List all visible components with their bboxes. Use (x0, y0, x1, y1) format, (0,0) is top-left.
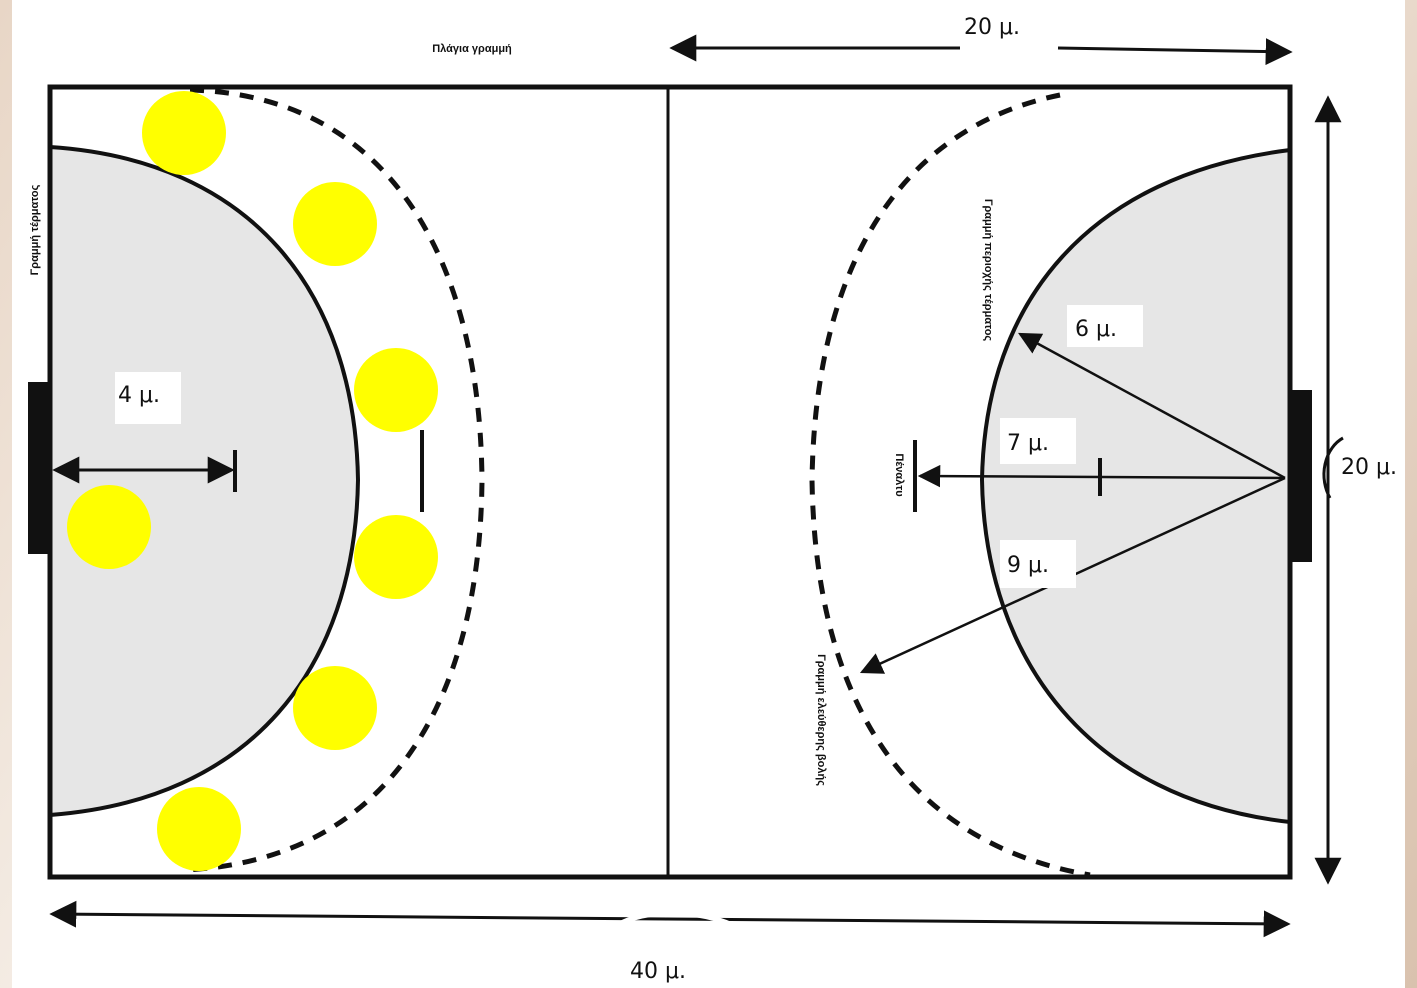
length-arrow (49, 900, 1291, 938)
free-throw-line-label: Γραμμή ελεύθερης βολής (815, 654, 827, 786)
player-6 (157, 787, 241, 871)
goalkeeper (67, 485, 151, 569)
seven-meter-arrow (917, 464, 1286, 488)
width-top-arrow-right (1057, 38, 1293, 66)
player-5 (293, 666, 377, 750)
six-meter-label: 6 μ. (1075, 317, 1117, 342)
player-3 (354, 348, 438, 432)
right-free-throw-line (809, 92, 1091, 878)
length-label: 40 μ. (630, 959, 686, 984)
players (67, 91, 438, 871)
goal-area-line-label: Γραμμή περιοχής τέρματος (982, 199, 994, 342)
width-label: 20 μ. (1341, 455, 1397, 480)
player-1 (142, 91, 226, 175)
left-goal (28, 382, 52, 554)
nine-meter-label: 9 μ. (1007, 553, 1049, 578)
side-line-label: Πλάγια γραμμή (432, 43, 512, 55)
half-width-label: 20 μ. (964, 15, 1020, 40)
player-2 (293, 182, 377, 266)
six-meter-arrow (1018, 332, 1286, 480)
player-4 (354, 515, 438, 599)
right-goal (1290, 390, 1312, 562)
seven-meter-label: 7 μ. (1007, 431, 1049, 456)
right-goal-area (979, 147, 1292, 825)
penalty-label: Πέναλτυ (893, 453, 905, 496)
four-meter-label: 4 μ. (118, 383, 160, 408)
goal-line-label: Γραμμή τέρματος (29, 184, 41, 275)
